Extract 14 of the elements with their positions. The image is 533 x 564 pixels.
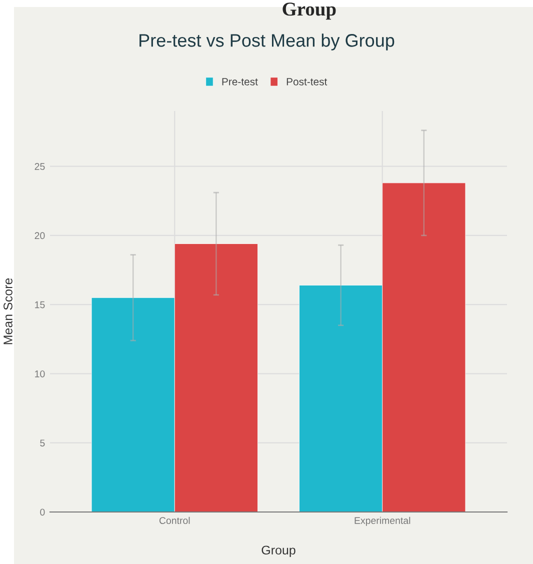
- y-tick-label: 10: [35, 370, 45, 378]
- y-tick-label: 0: [40, 508, 45, 516]
- x-tick-label: Control: [159, 516, 190, 524]
- y-axis-title: Mean Score: [4, 278, 12, 344]
- y-tick-label: 20: [34, 232, 45, 240]
- y-tick-label: 5: [40, 440, 45, 446]
- y-tick-label: 15: [35, 301, 45, 308]
- text: Group: [282, 2, 336, 20]
- y-tick-label: 25: [34, 163, 45, 170]
- x-axis-title: Group: [262, 546, 296, 558]
- legend-label: Pre-test: [222, 78, 258, 86]
- legend-label: Post-test: [286, 78, 328, 86]
- x-tick-label: Experimental: [354, 516, 410, 526]
- chart-title: Pre-test vs Post Mean by Group: [140, 34, 394, 50]
